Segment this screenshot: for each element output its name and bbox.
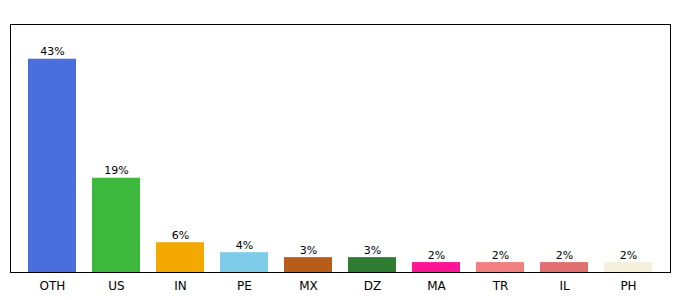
svg-text:MX: MX bbox=[299, 279, 318, 293]
svg-text:DZ: DZ bbox=[364, 279, 381, 293]
svg-text:2%: 2% bbox=[492, 249, 509, 262]
svg-text:6%: 6% bbox=[172, 229, 189, 242]
svg-text:43%: 43% bbox=[40, 45, 64, 58]
svg-text:TR: TR bbox=[492, 279, 509, 293]
svg-text:IL: IL bbox=[559, 279, 570, 293]
svg-text:OTH: OTH bbox=[40, 279, 66, 293]
svg-text:MA: MA bbox=[427, 279, 446, 293]
svg-text:3%: 3% bbox=[300, 244, 317, 257]
svg-text:2%: 2% bbox=[428, 249, 445, 262]
svg-text:PH: PH bbox=[620, 279, 636, 293]
svg-text:US: US bbox=[108, 279, 124, 293]
svg-text:2%: 2% bbox=[620, 249, 637, 262]
svg-text:IN: IN bbox=[174, 279, 187, 293]
svg-text:2%: 2% bbox=[556, 249, 573, 262]
svg-text:4%: 4% bbox=[236, 239, 253, 252]
svg-text:19%: 19% bbox=[104, 164, 128, 177]
svg-text:PE: PE bbox=[237, 279, 252, 293]
svg-text:3%: 3% bbox=[364, 244, 381, 257]
